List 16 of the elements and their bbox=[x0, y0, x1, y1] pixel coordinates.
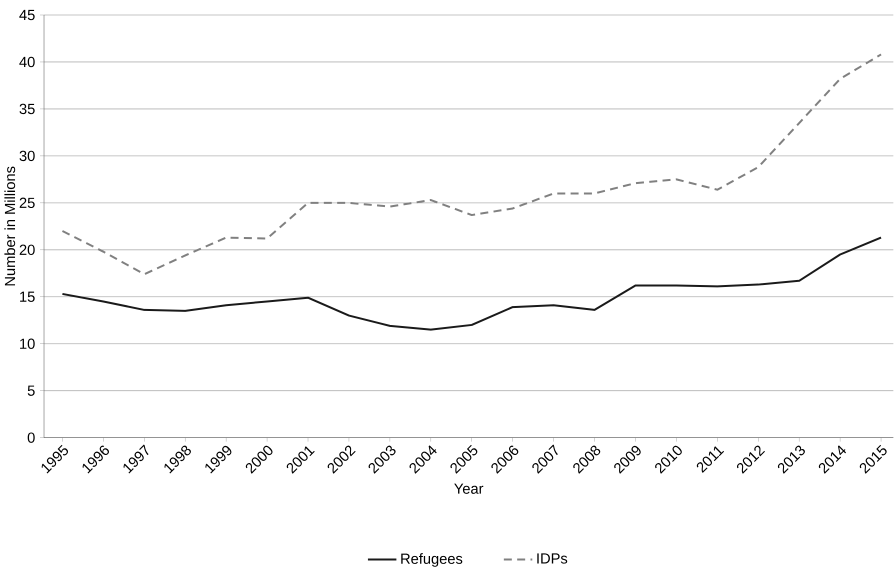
legend-label: IDPs bbox=[537, 553, 568, 564]
line-series bbox=[61, 236, 882, 331]
y-tick-label: 40 bbox=[19, 56, 35, 68]
y-tick-label: 35 bbox=[20, 104, 35, 114]
y-tick-label: 25 bbox=[20, 198, 35, 208]
y-tick-label: 45 bbox=[19, 10, 35, 20]
line-series bbox=[61, 53, 882, 276]
y-tick-label: 20 bbox=[20, 244, 35, 255]
y-tick-label: 5 bbox=[28, 386, 35, 396]
y-tick-label: 15 bbox=[20, 292, 35, 302]
y-axis-title: Number in Millions bbox=[4, 166, 16, 286]
legend-label: Refugees bbox=[401, 553, 462, 567]
x-axis-title: Year bbox=[454, 484, 484, 494]
y-tick-label: 0 bbox=[28, 432, 35, 443]
y-tick-label: 30 bbox=[20, 150, 35, 162]
y-tick-label: 10 bbox=[20, 338, 35, 349]
